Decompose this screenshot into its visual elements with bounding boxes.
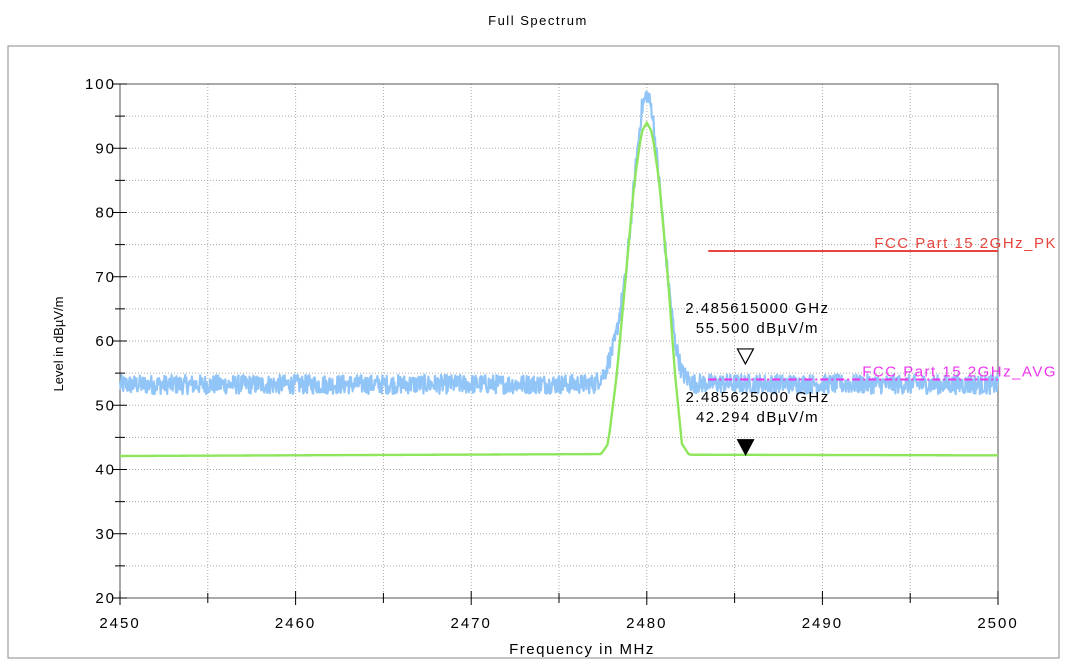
x-tick-label: 2490 (802, 615, 843, 632)
series-2-line (119, 121, 999, 458)
marker-1-level: 55.500 dBµV/m (696, 320, 819, 337)
axes: 2450 2460 2470 2480 2490 2500 20 30 40 50 60 70 80 90… (85, 76, 1018, 632)
x-tick-label: 2470 (451, 615, 492, 632)
limit-label-2: FCC Part 15 2GHz_AVG (862, 364, 1057, 381)
y-tick-label: 100 (85, 76, 116, 93)
chart-title: Full Spectrum (488, 13, 588, 28)
series-1-line (118, 91, 1000, 396)
y-tick-label: 20 (95, 590, 116, 607)
marker-2-triangle (736, 439, 755, 457)
marker-2-frequency: 2.485625000 GHz (685, 389, 829, 406)
marker-2-level: 42.294 dBµV/m (696, 409, 819, 426)
series-layer (118, 91, 1000, 458)
y-tick-label: 70 (95, 269, 116, 286)
marker-1-triangle (736, 348, 755, 366)
markers: 2.485615000 GHz 55.500 dBµV/m 2.485625000 … (685, 300, 829, 457)
y-tick-label: 90 (95, 140, 116, 157)
x-tick-label: 2500 (977, 615, 1018, 632)
y-tick-label: 40 (95, 462, 116, 479)
y-tick-label: 30 (95, 526, 116, 543)
y-tick-label: 80 (95, 205, 116, 222)
x-tick-label: 2480 (626, 615, 667, 632)
x-tick-label: 2460 (275, 615, 316, 632)
y-tick-label: 50 (95, 397, 116, 414)
chart-frame (7, 45, 1060, 659)
marker-1-frequency: 2.485615000 GHz (685, 300, 829, 317)
grid (120, 84, 998, 598)
limit-lines: FCC Part 15 2GHz_PK FCC Part 15 2GHz_AVG (708, 235, 1057, 381)
y-axis-label: Level in dBµV/m (51, 297, 66, 392)
y-tick-label: 60 (95, 333, 116, 350)
x-tick-label: 2450 (99, 615, 140, 632)
limit-label-1: FCC Part 15 2GHz_PK (874, 235, 1057, 252)
x-axis-label: Frequency in MHz (509, 641, 655, 658)
